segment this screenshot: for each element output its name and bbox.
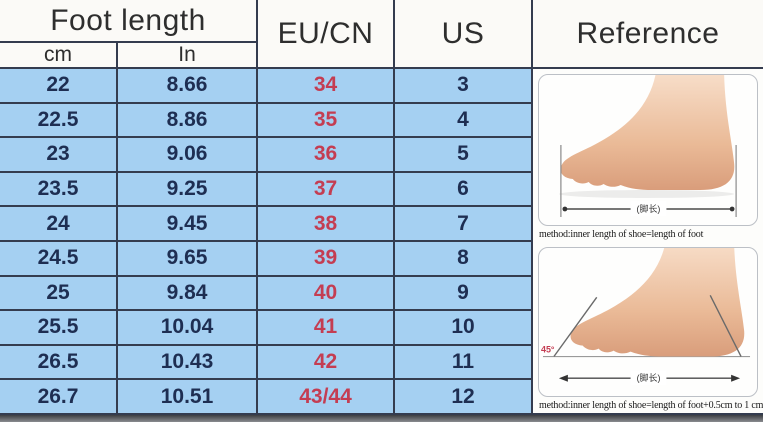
cell-cm: 26.7 xyxy=(0,378,118,415)
cell-us: 3 xyxy=(393,67,534,104)
cell-cm: 24.5 xyxy=(0,239,118,277)
measure-label: (脚长) xyxy=(637,203,661,214)
cell-in: 8.66 xyxy=(115,67,259,104)
header-foot-length: Foot length xyxy=(0,0,259,43)
cell-eu-cn: 42 xyxy=(256,343,396,381)
cell-eu-cn: 35 xyxy=(256,101,396,139)
cell-in: 9.06 xyxy=(115,136,259,173)
cell-in: 9.84 xyxy=(115,274,259,312)
header-cm: cm xyxy=(0,41,118,69)
cell-us: 7 xyxy=(393,205,534,242)
cell-cm: 25.5 xyxy=(0,309,118,346)
foot-angle-measure-image: 45° (脚长) xyxy=(538,247,759,397)
header-row-top: Foot length EU/CN US Reference xyxy=(0,0,763,69)
angle-45-label: 45° xyxy=(541,345,555,355)
cell-eu-cn: 38 xyxy=(256,205,396,242)
cell-eu-cn: 37 xyxy=(256,170,396,208)
measure-label: (脚长) xyxy=(637,372,661,383)
cell-in: 10.43 xyxy=(115,343,259,381)
foot-length-measure-image: (脚长) xyxy=(538,74,759,226)
table-row: 23.5 9.25 37 6 xyxy=(0,170,763,208)
cell-cm: 26.5 xyxy=(0,343,118,381)
table-row: 26.7 10.51 43/44 12 xyxy=(0,378,763,415)
table-row: 24 9.45 38 7 xyxy=(0,205,763,242)
method-caption-top: method:inner length of shoe=length of fo… xyxy=(539,229,704,240)
table-row: 22.5 8.86 35 4 xyxy=(0,101,763,139)
cell-cm: 23 xyxy=(0,136,118,173)
table-row: 25.5 10.04 41 10 xyxy=(0,309,763,346)
cell-us: 11 xyxy=(393,343,534,381)
table-row: 26.5 10.43 42 11 xyxy=(0,343,763,381)
table-row: 23 9.06 36 5 xyxy=(0,136,763,173)
header-us: US xyxy=(393,0,534,69)
cell-eu-cn: 41 xyxy=(256,309,396,346)
cell-in: 10.51 xyxy=(115,378,259,415)
foot-45deg-measure-icon: 45° (脚长) xyxy=(541,248,751,386)
cell-in: 9.25 xyxy=(115,170,259,208)
cell-eu-cn: 36 xyxy=(256,136,396,173)
cell-us: 6 xyxy=(393,170,534,208)
cell-in: 9.65 xyxy=(115,239,259,277)
cell-eu-cn: 43/44 xyxy=(256,378,396,415)
cell-cm: 22.5 xyxy=(0,101,118,139)
cell-in: 9.45 xyxy=(115,205,259,242)
cell-us: 10 xyxy=(393,309,534,346)
header-reference: Reference xyxy=(531,0,763,69)
cell-cm: 24 xyxy=(0,205,118,242)
cell-cm: 25 xyxy=(0,274,118,312)
cell-us: 4 xyxy=(393,101,534,139)
cell-us: 9 xyxy=(393,274,534,312)
cell-eu-cn: 40 xyxy=(256,274,396,312)
cell-in: 10.04 xyxy=(115,309,259,346)
bottom-shadow-bar xyxy=(0,415,763,422)
cell-eu-cn: 34 xyxy=(256,67,396,104)
cell-us: 8 xyxy=(393,239,534,277)
reference-column: (脚长) method:inner length of shoe=length … xyxy=(531,67,763,415)
header-in: In xyxy=(115,41,259,69)
table-row: 25 9.84 40 9 xyxy=(0,274,763,312)
header-eu-cn: EU/CN xyxy=(256,0,396,69)
cell-in: 8.86 xyxy=(115,101,259,139)
foot-side-view-icon: (脚长) xyxy=(558,75,737,217)
cell-cm: 23.5 xyxy=(0,170,118,208)
table-row: 24.5 9.65 39 8 xyxy=(0,239,763,277)
method-caption-bottom: method:inner length of shoe=length of fo… xyxy=(539,400,763,411)
header-row-units: cm In xyxy=(0,41,763,69)
cell-us: 5 xyxy=(393,136,534,173)
cell-us: 12 xyxy=(393,378,534,415)
table-row: 22 8.66 34 3 xyxy=(0,67,763,415)
cell-cm: 22 xyxy=(0,67,118,104)
cell-eu-cn: 39 xyxy=(256,239,396,277)
